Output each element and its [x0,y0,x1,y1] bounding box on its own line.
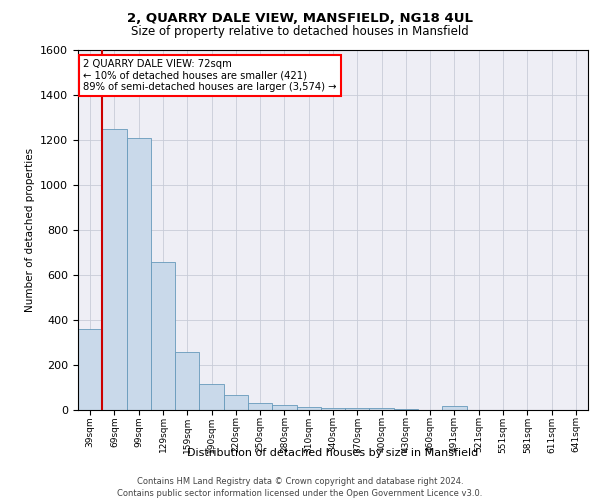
Bar [102,128,127,410]
Text: Contains HM Land Registry data © Crown copyright and database right 2024.
Contai: Contains HM Land Registry data © Crown c… [118,476,482,498]
Bar [442,406,467,410]
Bar [272,405,296,410]
Bar [321,408,345,410]
Text: 2 QUARRY DALE VIEW: 72sqm
← 10% of detached houses are smaller (421)
89% of semi: 2 QUARRY DALE VIEW: 72sqm ← 10% of detac… [83,59,337,92]
Bar [78,329,102,410]
Bar [345,408,370,410]
Bar [248,403,272,410]
Bar [370,408,394,410]
Bar [296,408,321,410]
Text: Distribution of detached houses by size in Mansfield: Distribution of detached houses by size … [187,448,479,458]
Bar [224,396,248,410]
Text: 2, QUARRY DALE VIEW, MANSFIELD, NG18 4UL: 2, QUARRY DALE VIEW, MANSFIELD, NG18 4UL [127,12,473,24]
Text: Size of property relative to detached houses in Mansfield: Size of property relative to detached ho… [131,25,469,38]
Y-axis label: Number of detached properties: Number of detached properties [25,148,35,312]
Bar [175,352,199,410]
Bar [199,384,224,410]
Bar [151,262,175,410]
Bar [127,138,151,410]
